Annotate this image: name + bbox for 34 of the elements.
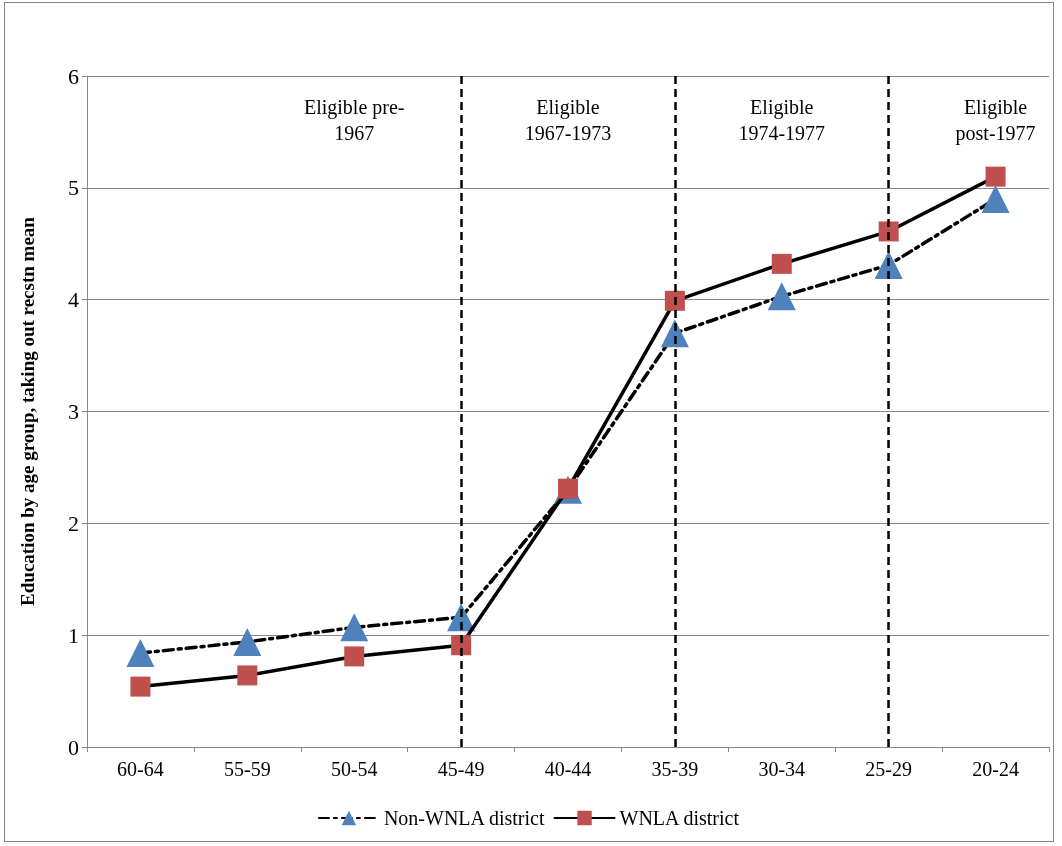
- annotation: Eligible pre- 1967: [303, 96, 405, 144]
- x-tick-label: 20-24: [972, 758, 1019, 780]
- point: [771, 253, 792, 274]
- y-axis-title: Education by age group, taking out recstn mean: [17, 216, 38, 606]
- y-tick-label: 1: [68, 622, 79, 648]
- y-tick-label: 4: [68, 287, 79, 313]
- x-tick-label: 35-39: [651, 758, 699, 780]
- legend-label: WNLA district: [619, 807, 740, 829]
- y-tick-label: 2: [68, 510, 79, 536]
- point: [985, 166, 1006, 187]
- x-tick-label: 40-44: [544, 758, 592, 780]
- legend-label: Non-WNLA district: [383, 807, 545, 829]
- point: [340, 613, 369, 642]
- point: [664, 290, 685, 311]
- annotation: Eligible 1967-1973: [524, 96, 612, 144]
- point: [130, 676, 151, 697]
- y-tick-label: 5: [68, 175, 79, 201]
- x-tick-label: 60-64: [117, 758, 164, 780]
- point: [981, 185, 1010, 214]
- x-tick-label: 45-49: [437, 758, 485, 780]
- y-tick-label: 0: [68, 734, 79, 760]
- point: [233, 627, 262, 656]
- point: [767, 282, 796, 311]
- point: [126, 639, 155, 668]
- annotation: Eligible post-1977: [955, 96, 1036, 145]
- point: [344, 646, 365, 667]
- x-tick-label: 55-59: [224, 758, 271, 780]
- y-tick-label: 3: [68, 399, 79, 424]
- x-tick-label: 30-34: [758, 758, 806, 780]
- annotation: Eligible 1974-1977: [738, 96, 826, 144]
- y-tick-label: 6: [68, 63, 79, 89]
- point: [237, 665, 258, 686]
- x-tick-label: 25-29: [865, 758, 912, 780]
- x-tick-label: 50-54: [330, 758, 378, 780]
